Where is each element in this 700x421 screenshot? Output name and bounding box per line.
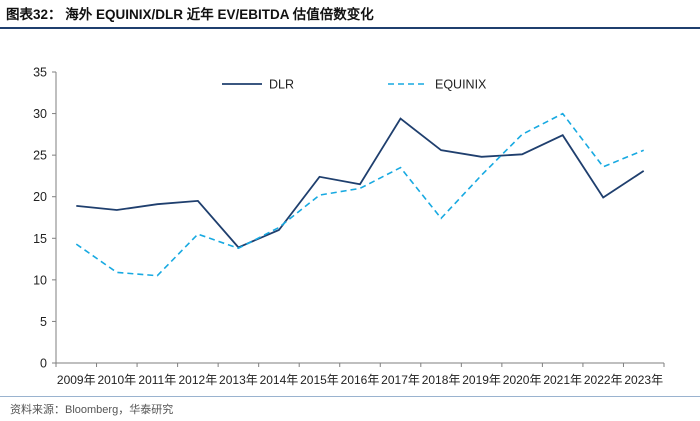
- y-tick-label: 25: [33, 149, 47, 163]
- x-tick-label: 2016年: [341, 373, 380, 387]
- x-tick-label: 2014年: [260, 373, 299, 387]
- y-axis-ticks: 0 5 10 15 20 25 30 35: [33, 66, 56, 371]
- x-tick-label: 2020年: [503, 373, 542, 387]
- y-tick-label: 20: [33, 190, 47, 204]
- x-tick-label: 2017年: [381, 373, 420, 387]
- y-tick-label: 0: [40, 357, 47, 371]
- chart-series: [75, 112, 645, 277]
- x-tick-label: 2023年: [624, 373, 663, 387]
- source-note: 资料来源：Bloomberg，华泰研究: [10, 404, 174, 416]
- x-tick-label: 2021年: [543, 373, 582, 387]
- x-tick-label: 2018年: [422, 373, 461, 387]
- y-tick-label: 35: [33, 66, 47, 80]
- line-chart: 0 5 10 15 20 25 30 35 2009年 2010年 2011年 2012年 2013年…: [33, 66, 665, 387]
- x-axis-ticks: 2009年 2010年 2011年 2012年 2013年 2014年 2015年 2016年…: [55, 363, 665, 387]
- figure-title: 图表32： 海外 EQUINIX/DLR 近年 EV/EBITDA 估值倍数变化: [6, 7, 374, 22]
- x-tick-label: 2015年: [300, 373, 339, 387]
- y-tick-label: 15: [33, 232, 47, 246]
- title-divider: [0, 27, 700, 29]
- x-tick-label: 2011年: [138, 373, 176, 387]
- chart-axes: [55, 72, 664, 364]
- x-tick-label: 2022年: [584, 373, 623, 387]
- y-tick-label: 10: [33, 273, 47, 287]
- x-tick-label: 2013年: [219, 373, 258, 387]
- y-tick-label: 30: [33, 107, 47, 121]
- x-tick-label: 2010年: [97, 373, 136, 387]
- chart-legend: DLR EQUINIX: [222, 78, 487, 92]
- x-tick-label: 2009年: [57, 373, 96, 387]
- legend-label-dlr: DLR: [269, 78, 294, 92]
- x-tick-label: 2019年: [462, 373, 501, 387]
- y-tick-label: 5: [40, 315, 47, 329]
- series-line-dlr: [76, 117, 645, 249]
- legend-label-equinix: EQUINIX: [435, 78, 487, 92]
- x-tick-label: 2012年: [179, 373, 218, 387]
- source-divider: [0, 396, 700, 397]
